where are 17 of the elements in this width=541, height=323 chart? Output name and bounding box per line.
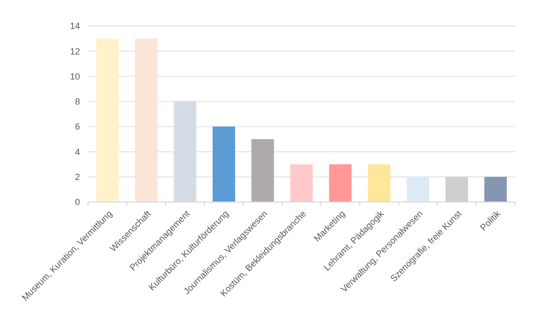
y-tick-label: 0 (74, 197, 80, 208)
y-tick-label: 14 (70, 21, 80, 32)
bar (484, 176, 507, 202)
y-tick-label: 2 (74, 172, 80, 182)
y-tick-label: 4 (74, 146, 80, 157)
y-tick-label: 6 (74, 122, 80, 132)
y-tick-label: 12 (70, 46, 80, 56)
bar (406, 176, 430, 202)
bar (290, 164, 313, 202)
bar (212, 126, 236, 202)
y-tick-label: 10 (70, 71, 80, 82)
bar (368, 164, 390, 202)
y-tick-label: 8 (74, 96, 80, 107)
bar (134, 38, 158, 202)
bar (96, 38, 119, 202)
bar (329, 164, 352, 202)
bar (251, 139, 274, 202)
